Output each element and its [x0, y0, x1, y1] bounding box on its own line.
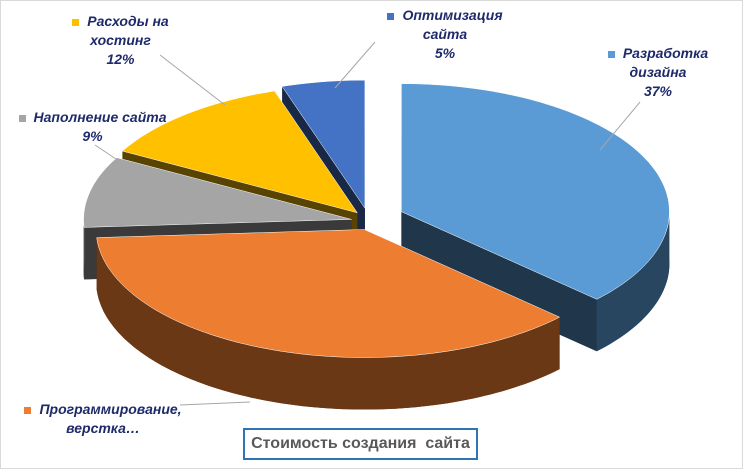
legend-marker [24, 406, 32, 414]
slice [281, 79, 366, 210]
category-label: Расходы на хостинг [87, 13, 169, 48]
leader-line [159, 54, 226, 106]
slice [83, 157, 352, 228]
category-label: Оптимизация сайта [402, 7, 503, 42]
data-label: Расходы на хостинг 12% [58, 12, 183, 69]
data-label: Оптимизация сайта 5% [380, 6, 510, 63]
chart-title: Стоимость создания сайта [243, 428, 478, 460]
legend-marker [18, 114, 26, 122]
legend-marker [387, 12, 395, 20]
leader-line [334, 41, 376, 89]
data-label: Разработка дизайна 37% [598, 44, 718, 101]
value-label: 5% [434, 45, 456, 61]
value-label: 12% [106, 51, 135, 67]
value-label: 9% [82, 128, 103, 144]
slice-side [96, 237, 560, 410]
leader-line [94, 144, 126, 166]
data-label: Наполнение сайта 9% [10, 108, 175, 146]
slice-side [596, 211, 670, 352]
data-label: Программирование, верстка… [8, 400, 198, 438]
category-label: Программирование, верстка… [39, 401, 182, 436]
legend-marker [72, 18, 80, 26]
slice [96, 229, 561, 358]
slice [121, 90, 358, 214]
legend-marker [607, 50, 615, 58]
slice [401, 83, 670, 300]
leader-line [179, 401, 251, 406]
slice [96, 229, 561, 410]
slice-side [83, 219, 85, 280]
category-label: Разработка дизайна [622, 45, 709, 80]
value-label: 37% [643, 83, 673, 99]
category-label: Наполнение сайта [33, 109, 167, 125]
leader-line [599, 101, 641, 151]
